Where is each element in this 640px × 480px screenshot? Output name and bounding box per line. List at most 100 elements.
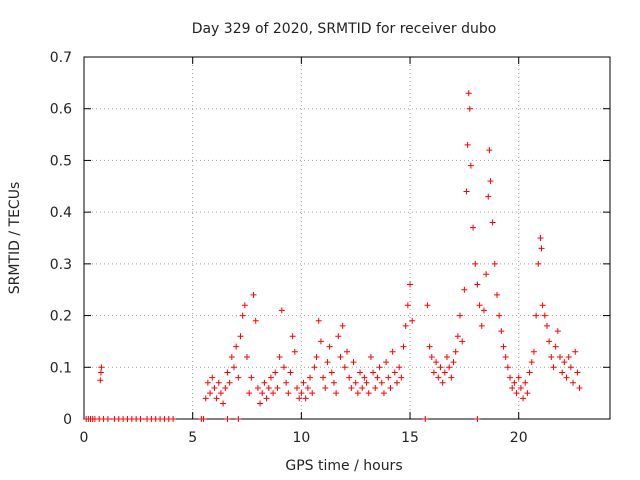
- data-point: [250, 291, 257, 298]
- data-point: [496, 312, 503, 319]
- data-point: [335, 333, 342, 340]
- data-point: [357, 369, 364, 376]
- data-point: [463, 188, 470, 195]
- data-point: [291, 348, 298, 355]
- data-point: [104, 416, 111, 422]
- data-point: [474, 281, 481, 288]
- data-point: [524, 390, 531, 397]
- data-point: [328, 369, 335, 376]
- data-point: [346, 374, 353, 381]
- data-point: [439, 379, 446, 386]
- data-point: [465, 90, 472, 97]
- data-point: [259, 390, 266, 397]
- data-point: [400, 343, 407, 350]
- data-point: [367, 353, 374, 360]
- data-point: [472, 260, 479, 267]
- data-point: [352, 379, 359, 386]
- data-point: [485, 193, 492, 200]
- data-point: [522, 379, 529, 386]
- data-point: [217, 390, 224, 397]
- data-point: [539, 302, 546, 309]
- data-point: [254, 384, 261, 391]
- data-point: [315, 317, 322, 324]
- data-point: [565, 353, 572, 360]
- data-point: [311, 364, 318, 371]
- x-tick-label: 15: [401, 430, 419, 446]
- data-point: [294, 384, 301, 391]
- data-point: [233, 343, 240, 350]
- data-point: [393, 379, 400, 386]
- data-point: [533, 312, 540, 319]
- data-point: [283, 379, 290, 386]
- data-point: [498, 328, 505, 335]
- data-point: [511, 379, 518, 386]
- data-point: [478, 322, 485, 329]
- data-point: [409, 317, 416, 324]
- data-point: [561, 359, 568, 366]
- data-point: [389, 348, 396, 355]
- data-point: [285, 390, 292, 397]
- x-tick-label: 5: [188, 430, 197, 446]
- data-point: [372, 384, 379, 391]
- x-tick-label: 10: [292, 430, 310, 446]
- data-point: [261, 379, 268, 386]
- data-point: [309, 390, 316, 397]
- data-point: [383, 359, 390, 366]
- x-tick-label: 0: [80, 430, 89, 446]
- data-point: [228, 353, 235, 360]
- y-axis-label: SRMTID / TECUs: [7, 182, 23, 295]
- data-point: [528, 359, 535, 366]
- data-point: [257, 400, 264, 407]
- axis-ticks: [83, 56, 610, 420]
- data-point: [509, 384, 516, 391]
- data-point: [374, 374, 381, 381]
- data-point: [502, 353, 509, 360]
- data-point: [248, 374, 255, 381]
- y-tick-label: 0.3: [50, 257, 72, 273]
- data-point: [574, 369, 581, 376]
- data-point: [572, 348, 579, 355]
- data-point: [204, 379, 211, 386]
- data-point: [407, 281, 414, 288]
- data-point: [454, 333, 461, 340]
- data-point: [263, 395, 270, 402]
- data-point: [296, 395, 303, 402]
- data-point: [220, 400, 227, 407]
- data-point: [552, 343, 559, 350]
- data-point: [307, 374, 314, 381]
- data-point: [313, 353, 320, 360]
- data-point: [530, 348, 537, 355]
- data-point: [433, 359, 440, 366]
- data-point: [538, 245, 545, 252]
- data-point: [224, 416, 231, 422]
- data-point: [97, 377, 104, 384]
- data-point: [344, 348, 350, 355]
- data-point: [404, 302, 411, 309]
- data-point: [361, 374, 368, 381]
- data-point: [339, 322, 346, 329]
- data-point: [535, 260, 542, 267]
- data-point: [354, 390, 361, 397]
- data-point: [476, 302, 483, 309]
- data-point: [235, 374, 242, 381]
- data-points: [83, 90, 583, 422]
- data-point: [464, 141, 471, 148]
- data-point: [480, 307, 487, 314]
- data-point: [209, 374, 216, 381]
- data-point: [459, 338, 466, 345]
- data-point: [380, 390, 387, 397]
- data-point: [363, 379, 370, 386]
- data-point: [302, 395, 309, 402]
- data-point: [450, 359, 457, 366]
- data-point: [98, 364, 105, 371]
- data-point: [324, 359, 331, 366]
- data-point: [559, 369, 566, 376]
- data-point: [289, 333, 296, 340]
- y-tick-label: 0.1: [50, 360, 72, 376]
- data-point: [274, 384, 281, 391]
- data-point: [441, 369, 448, 376]
- data-point: [435, 374, 442, 381]
- data-point: [348, 384, 355, 391]
- data-point: [222, 384, 229, 391]
